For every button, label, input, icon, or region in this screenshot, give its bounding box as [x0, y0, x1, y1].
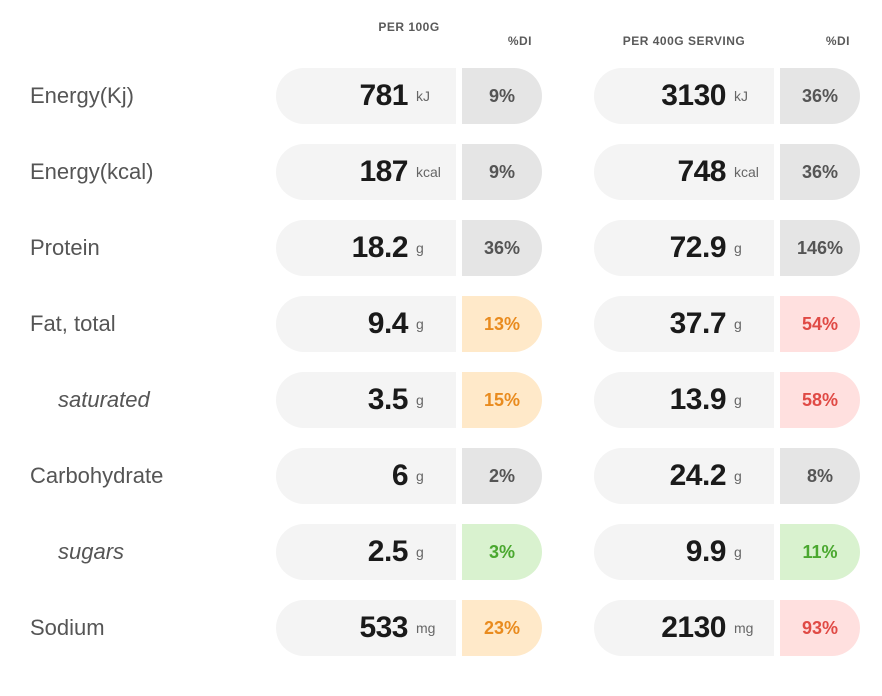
- nutrient-label: Sodium: [30, 615, 270, 641]
- value-pill-serving: 748 kcal: [594, 144, 774, 200]
- di-pill-serving: 58%: [780, 372, 860, 428]
- unit-100g: g: [416, 316, 444, 332]
- value-pill-100g: 9.4 g: [276, 296, 456, 352]
- nutrition-row: Carbohydrate6g2%24.2g8%: [30, 448, 852, 504]
- di-pill-100g: 15%: [462, 372, 542, 428]
- nutrient-label: Energy(kcal): [30, 159, 270, 185]
- unit-serving: g: [734, 468, 762, 484]
- di-pill-100g: 36%: [462, 220, 542, 276]
- value-pill-serving: 2130 mg: [594, 600, 774, 656]
- value-pill-serving: 3130 kJ: [594, 68, 774, 124]
- di-pill-serving: 36%: [780, 144, 860, 200]
- value-pill-serving: 37.7 g: [594, 296, 774, 352]
- nutrition-row: Energy(kcal)187kcal9%748kcal36%: [30, 144, 852, 200]
- di-pill-100g: 13%: [462, 296, 542, 352]
- unit-serving: mg: [734, 620, 762, 636]
- unit-100g: g: [416, 468, 444, 484]
- value-serving: 72.9: [670, 231, 726, 265]
- di-pill-100g: 9%: [462, 144, 542, 200]
- value-100g: 2.5: [368, 535, 408, 569]
- value-pill-100g: 781 kJ: [276, 68, 456, 124]
- nutrient-label: Carbohydrate: [30, 463, 270, 489]
- nutrition-row: Protein18.2g36%72.9g146%: [30, 220, 852, 276]
- value-pill-100g: 187 kcal: [276, 144, 456, 200]
- di-pill-serving: 11%: [780, 524, 860, 580]
- value-serving: 13.9: [670, 383, 726, 417]
- unit-serving: kJ: [734, 88, 762, 104]
- value-serving: 37.7: [670, 307, 726, 341]
- unit-serving: g: [734, 240, 762, 256]
- value-serving: 748: [677, 155, 726, 189]
- unit-100g: kJ: [416, 88, 444, 104]
- value-serving: 2130: [661, 611, 726, 645]
- di-pill-serving: 146%: [780, 220, 860, 276]
- value-100g: 533: [359, 611, 408, 645]
- value-100g: 781: [359, 79, 408, 113]
- header-di-serving: %DI: [780, 34, 860, 48]
- di-pill-serving: 54%: [780, 296, 860, 352]
- nutrition-row: Fat, total9.4g13%37.7g54%: [30, 296, 852, 352]
- nutrition-table-body: Energy(Kj)781kJ9%3130kJ36%Energy(kcal)18…: [30, 68, 852, 656]
- unit-100g: kcal: [416, 164, 444, 180]
- unit-100g: mg: [416, 620, 444, 636]
- value-100g: 18.2: [352, 231, 408, 265]
- nutrition-row: Sodium533mg23%2130mg93%: [30, 600, 852, 656]
- value-pill-serving: 13.9 g: [594, 372, 774, 428]
- header-di-100g: %DI: [462, 34, 542, 48]
- unit-serving: kcal: [734, 164, 762, 180]
- value-100g: 9.4: [368, 307, 408, 341]
- value-pill-100g: 533 mg: [276, 600, 456, 656]
- value-serving: 24.2: [670, 459, 726, 493]
- nutrition-row: sugars2.5g3%9.9g11%: [30, 524, 852, 580]
- value-pill-100g: 2.5 g: [276, 524, 456, 580]
- unit-100g: g: [416, 240, 444, 256]
- nutrition-row: Energy(Kj)781kJ9%3130kJ36%: [30, 68, 852, 124]
- table-header: PER 100G %DI PER 400G SERVING %DI: [30, 20, 852, 48]
- di-pill-100g: 23%: [462, 600, 542, 656]
- value-pill-serving: 72.9 g: [594, 220, 774, 276]
- value-100g: 3.5: [368, 383, 408, 417]
- di-pill-serving: 93%: [780, 600, 860, 656]
- nutrition-row: saturated3.5g15%13.9g58%: [30, 372, 852, 428]
- value-serving: 9.9: [686, 535, 726, 569]
- di-pill-100g: 9%: [462, 68, 542, 124]
- value-pill-serving: 24.2 g: [594, 448, 774, 504]
- value-pill-100g: 3.5 g: [276, 372, 456, 428]
- unit-serving: g: [734, 392, 762, 408]
- value-100g: 187: [359, 155, 408, 189]
- unit-100g: g: [416, 544, 444, 560]
- di-pill-100g: 2%: [462, 448, 542, 504]
- unit-serving: g: [734, 544, 762, 560]
- unit-serving: g: [734, 316, 762, 332]
- di-pill-100g: 3%: [462, 524, 542, 580]
- di-pill-serving: 8%: [780, 448, 860, 504]
- nutrient-label: sugars: [30, 539, 270, 565]
- unit-100g: g: [416, 392, 444, 408]
- header-per-100g: PER 100G: [276, 20, 542, 34]
- header-per-serving: PER 400G SERVING: [594, 34, 774, 48]
- value-pill-100g: 18.2 g: [276, 220, 456, 276]
- nutrient-label: Protein: [30, 235, 270, 261]
- value-pill-100g: 6g: [276, 448, 456, 504]
- nutrient-label: Fat, total: [30, 311, 270, 337]
- value-serving: 3130: [661, 79, 726, 113]
- nutrient-label: Energy(Kj): [30, 83, 270, 109]
- value-100g: 6: [392, 459, 408, 493]
- nutrient-label: saturated: [30, 387, 270, 413]
- di-pill-serving: 36%: [780, 68, 860, 124]
- value-pill-serving: 9.9 g: [594, 524, 774, 580]
